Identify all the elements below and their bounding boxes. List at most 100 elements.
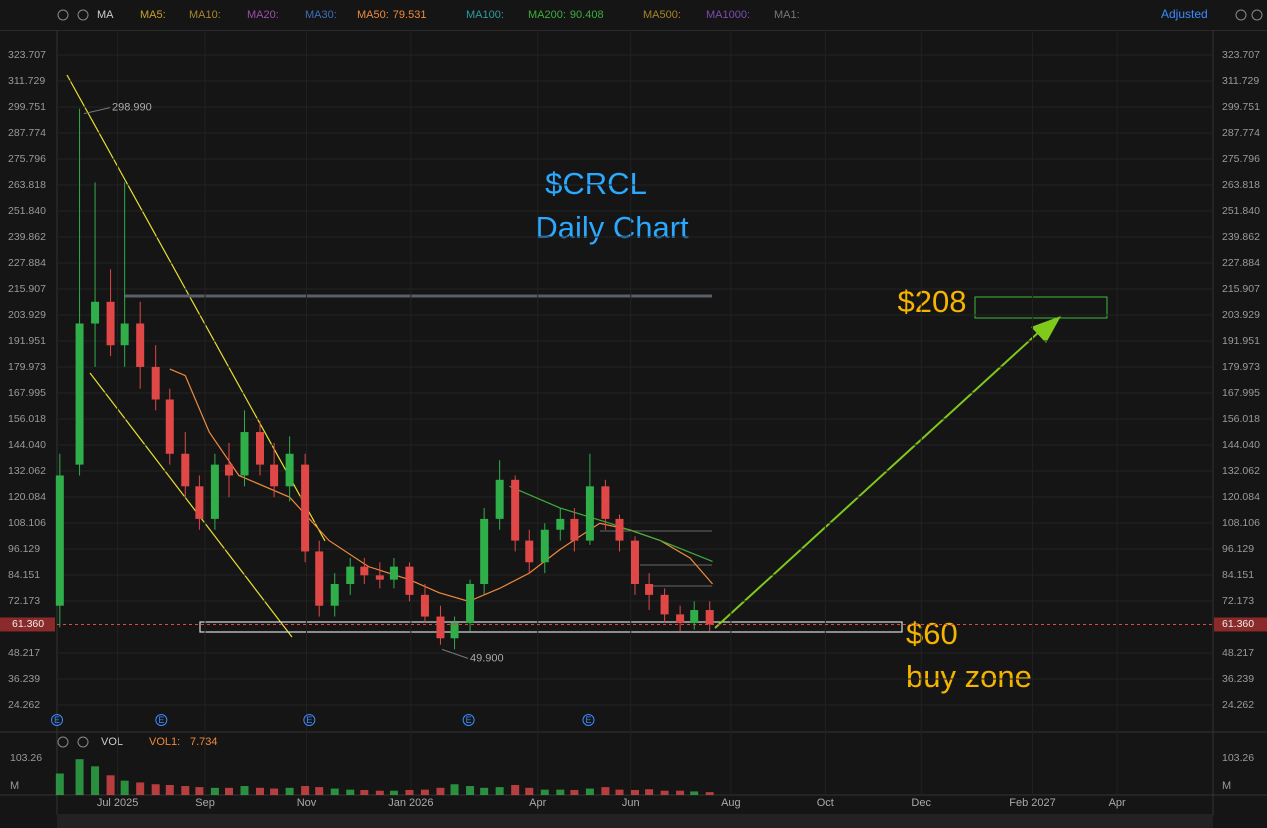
volume-bar xyxy=(315,787,324,795)
volume-series-label: VOL1: xyxy=(149,736,180,748)
y-tick-label: 132.062 xyxy=(8,465,46,477)
trendline-lower xyxy=(89,372,293,638)
volume-bar xyxy=(466,786,475,795)
y-tick-label: 263.818 xyxy=(8,179,46,191)
y-tick-label: 227.884 xyxy=(8,257,46,269)
volume-bar xyxy=(631,789,639,795)
volume-bar xyxy=(601,787,610,795)
minus-icon[interactable] xyxy=(1235,9,1247,21)
candle-body xyxy=(315,551,324,606)
volume-bar xyxy=(436,787,445,795)
ma-label: MA200: xyxy=(528,9,566,21)
y-tick-label: 239.862 xyxy=(1222,231,1260,243)
volume-bar xyxy=(405,789,414,795)
candle-body xyxy=(601,486,610,519)
candle-body xyxy=(120,323,129,346)
event-label: E xyxy=(466,715,472,725)
settings-icon[interactable] xyxy=(57,736,69,748)
y-tick-label: 167.995 xyxy=(1222,387,1260,399)
y-tick-label: 96.129 xyxy=(1222,543,1254,555)
candle-body xyxy=(525,540,534,563)
y-tick-label: 36.239 xyxy=(1222,673,1254,685)
volume-bar xyxy=(195,787,204,795)
leader-line xyxy=(83,107,111,115)
plus-icon[interactable] xyxy=(1251,9,1263,21)
y-tick-label: 191.951 xyxy=(1222,335,1260,347)
indicator-name[interactable]: MA xyxy=(97,9,114,21)
y-tick-label: 287.774 xyxy=(1222,127,1260,139)
candle-body xyxy=(106,301,115,346)
volume-bar xyxy=(210,787,219,795)
ma-label: MA20: xyxy=(247,9,279,21)
volume-bar xyxy=(676,790,685,795)
volume-name[interactable]: VOL xyxy=(101,736,123,748)
y-tick-label: 323.707 xyxy=(8,49,46,61)
event-label: E xyxy=(585,715,591,725)
volume-bar xyxy=(240,786,249,795)
buy-zone-box xyxy=(199,621,903,633)
volume-bar xyxy=(224,787,233,795)
candle-body xyxy=(631,540,639,585)
y-tick-label: 144.040 xyxy=(8,439,46,451)
volume-bar xyxy=(330,788,339,795)
y-tick-label: 108.106 xyxy=(8,517,46,529)
scrollbar[interactable] xyxy=(57,814,1213,828)
candle-body xyxy=(210,464,219,519)
volume-bar xyxy=(256,787,265,795)
volume-unit: M xyxy=(10,780,19,792)
last-price-label: 61.360 xyxy=(12,618,44,630)
candle-body xyxy=(705,610,714,625)
volume-bar xyxy=(106,775,115,795)
volume-bar xyxy=(645,789,654,795)
ma-label: MA1: xyxy=(774,9,800,21)
y-tick-label: 156.018 xyxy=(8,413,46,425)
last-price-tag xyxy=(1214,617,1267,632)
volume-bar xyxy=(375,790,384,795)
candle-body xyxy=(55,475,64,606)
last-price-tag xyxy=(0,617,55,632)
y-tick-label: 191.951 xyxy=(8,335,46,347)
ma-label: MA30: xyxy=(305,9,337,21)
settings-icon[interactable] xyxy=(57,9,69,21)
y-tick-label: 215.907 xyxy=(8,283,46,295)
y-tick-label: 24.262 xyxy=(8,699,40,711)
volume-bar xyxy=(480,787,489,795)
y-tick-label: 311.729 xyxy=(8,75,45,87)
event-marker xyxy=(462,714,475,726)
volume-bar xyxy=(301,786,310,795)
candle-body xyxy=(480,518,489,585)
volume-value: 7.734 xyxy=(190,736,218,748)
y-tick-label: 120.084 xyxy=(8,491,46,503)
candle-body xyxy=(91,301,100,324)
candle-body xyxy=(570,518,579,541)
volume-bar xyxy=(120,780,129,795)
candle-body xyxy=(585,486,594,541)
volume-bar xyxy=(360,789,369,795)
candle-body xyxy=(195,486,204,519)
candle-body xyxy=(615,518,624,541)
ma-line xyxy=(509,485,713,562)
candle-body xyxy=(224,464,233,476)
ma-label: MA100: xyxy=(466,9,504,21)
adjust-toggle[interactable]: Adjusted xyxy=(1161,7,1208,21)
y-tick-label: 48.217 xyxy=(8,647,40,659)
high-label: 298.990 xyxy=(112,102,152,114)
volume-bar xyxy=(690,791,699,795)
chart-title: $CRCL xyxy=(545,166,647,201)
candle-body xyxy=(420,594,429,617)
y-tick-label: 36.239 xyxy=(8,673,40,685)
ma-label: MA50: xyxy=(357,9,389,21)
candle-body xyxy=(375,575,384,580)
y-tick-label: 72.173 xyxy=(1222,595,1254,607)
y-tick-label: 275.796 xyxy=(8,153,46,165)
close-icon[interactable] xyxy=(77,9,89,21)
volume-bar xyxy=(346,789,355,795)
y-tick-label: 287.774 xyxy=(8,127,46,139)
x-tick-label: Nov xyxy=(297,797,317,809)
y-tick-label: 215.907 xyxy=(1222,283,1260,295)
y-tick-label: 203.929 xyxy=(8,309,46,321)
close-icon[interactable] xyxy=(77,736,89,748)
volume-bar xyxy=(389,790,398,795)
candle-body xyxy=(330,584,339,606)
